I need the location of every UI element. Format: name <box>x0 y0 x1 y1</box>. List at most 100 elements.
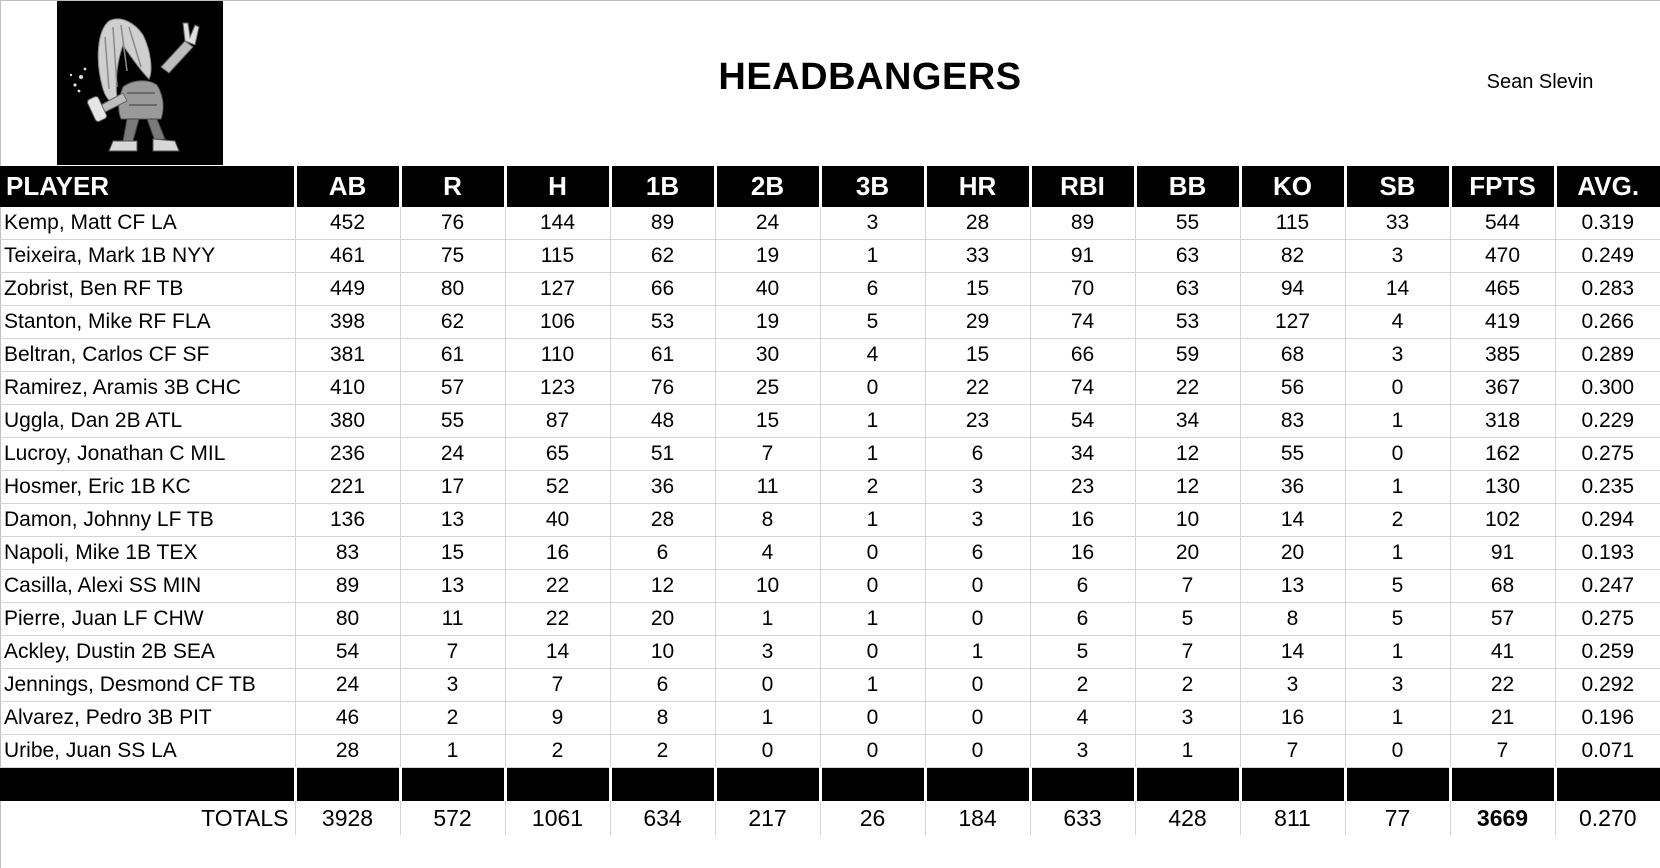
stat-cell: 0 <box>819 371 925 405</box>
stat-cell: 10 <box>714 569 820 603</box>
stat-cell: 0 <box>1344 437 1450 471</box>
stat-cell: 57 <box>399 371 505 405</box>
stat-cell: 62 <box>399 305 505 339</box>
stat-cell: 3 <box>1344 239 1450 273</box>
stat-cell: 0 <box>819 536 925 570</box>
stat-cell: 449 <box>294 272 400 306</box>
totals-divider-row <box>0 767 1660 801</box>
stat-cell: 82 <box>1239 239 1345 273</box>
divider-cell <box>713 767 820 801</box>
stat-cell: 9 <box>504 701 610 735</box>
stat-cell: 2 <box>1029 668 1135 702</box>
stat-cell: 14 <box>1239 503 1345 537</box>
stat-cell: 3 <box>714 635 820 669</box>
stat-cell: 3 <box>1134 701 1240 735</box>
stat-cell: 0 <box>819 569 925 603</box>
headbanger-mascot-icon <box>57 1 223 165</box>
stat-cell: 115 <box>1239 207 1345 240</box>
player-name-cell: Damon, Johnny LF TB <box>0 503 295 537</box>
stat-cell: 0 <box>924 701 1030 735</box>
stat-cell: 20 <box>1134 536 1240 570</box>
column-header-r: R <box>398 166 505 207</box>
stat-cell: 20 <box>609 602 715 636</box>
total-cell: 1061 <box>504 801 610 835</box>
stat-cell: 3 <box>924 470 1030 504</box>
stat-cell: 14 <box>1344 272 1450 306</box>
stat-cell: 24 <box>714 207 820 240</box>
player-name-cell: Kemp, Matt CF LA <box>0 207 295 240</box>
stat-cell: 0.247 <box>1554 569 1660 603</box>
stat-cell: 66 <box>609 272 715 306</box>
stat-cell: 2 <box>1134 668 1240 702</box>
stat-cell: 76 <box>399 207 505 240</box>
stat-cell: 385 <box>1449 338 1555 372</box>
stat-cell: 30 <box>714 338 820 372</box>
stat-cell: 1 <box>819 404 925 438</box>
stat-cell: 1 <box>1344 701 1450 735</box>
player-name-cell: Pierre, Juan LF CHW <box>0 602 295 636</box>
stat-cell: 1 <box>819 239 925 273</box>
stat-cell: 61 <box>609 338 715 372</box>
table-row: Lucroy, Jonathan C MIL 236 24 65 51 7 1 6 34 12 55… <box>0 437 1660 471</box>
stat-cell: 3 <box>399 668 505 702</box>
stat-cell: 0 <box>924 668 1030 702</box>
stat-cell: 0.266 <box>1554 305 1660 339</box>
table-row: Hosmer, Eric 1B KC 221 17 52 36 11 2 3 23 12 36 1 13… <box>0 470 1660 504</box>
stat-cell: 544 <box>1449 207 1555 240</box>
stat-cell: 20 <box>1239 536 1345 570</box>
stat-cell: 8 <box>714 503 820 537</box>
stat-cell: 1 <box>1344 536 1450 570</box>
total-cell: 633 <box>1029 801 1135 835</box>
divider-cell <box>1553 767 1660 801</box>
stat-cell: 56 <box>1239 371 1345 405</box>
stat-cell: 94 <box>1239 272 1345 306</box>
table-row: Uribe, Juan SS LA 28 1 2 2 0 0 0 3 1 7 0 7 0.071 <box>0 734 1660 768</box>
stat-cell: 23 <box>924 404 1030 438</box>
player-name-cell: Alvarez, Pedro 3B PIT <box>0 701 295 735</box>
stat-cell: 16 <box>1029 503 1135 537</box>
stat-cell: 46 <box>294 701 400 735</box>
stat-cell: 0 <box>819 734 925 768</box>
total-cell: 77 <box>1344 801 1450 835</box>
stat-cell: 236 <box>294 437 400 471</box>
stat-cell: 2 <box>1344 503 1450 537</box>
stat-cell: 465 <box>1449 272 1555 306</box>
divider-cell <box>398 767 505 801</box>
stat-cell: 55 <box>1134 207 1240 240</box>
stat-cell: 33 <box>1344 207 1450 240</box>
stat-cell: 221 <box>294 470 400 504</box>
stat-cell: 1 <box>714 602 820 636</box>
stat-cell: 80 <box>399 272 505 306</box>
stat-cell: 48 <box>609 404 715 438</box>
column-header-fpts: FPTS <box>1448 166 1555 207</box>
stat-cell: 8 <box>609 701 715 735</box>
stat-cell: 19 <box>714 305 820 339</box>
stat-cell: 15 <box>924 338 1030 372</box>
stat-cell: 123 <box>504 371 610 405</box>
column-header-2b: 2B <box>713 166 820 207</box>
stat-cell: 10 <box>609 635 715 669</box>
stat-cell: 66 <box>1029 338 1135 372</box>
stat-cell: 11 <box>399 602 505 636</box>
column-header-1b: 1B <box>608 166 715 207</box>
stat-cell: 22 <box>1134 371 1240 405</box>
stat-cell: 7 <box>504 668 610 702</box>
stat-cell: 6 <box>924 437 1030 471</box>
stat-cell: 0.300 <box>1554 371 1660 405</box>
total-cell: 217 <box>714 801 820 835</box>
stat-cell: 6 <box>1029 602 1135 636</box>
stat-cell: 8 <box>1239 602 1345 636</box>
stat-cell: 14 <box>504 635 610 669</box>
table-row: Alvarez, Pedro 3B PIT 46 2 9 8 1 0 0 4 3 16 1 21 0.19… <box>0 701 1660 735</box>
stat-cell: 136 <box>294 503 400 537</box>
team-owner-name: Sean Slevin <box>1486 71 1594 93</box>
stat-cell: 22 <box>924 371 1030 405</box>
stat-cell: 130 <box>1449 470 1555 504</box>
stat-cell: 6 <box>819 272 925 306</box>
column-header-player: PLAYER <box>0 166 295 207</box>
player-name-cell: Casilla, Alexi SS MIN <box>0 569 295 603</box>
player-name-cell: Ramirez, Aramis 3B CHC <box>0 371 295 405</box>
player-name-cell: Napoli, Mike 1B TEX <box>0 536 295 570</box>
total-cell: 428 <box>1134 801 1240 835</box>
stat-cell: 0 <box>714 668 820 702</box>
